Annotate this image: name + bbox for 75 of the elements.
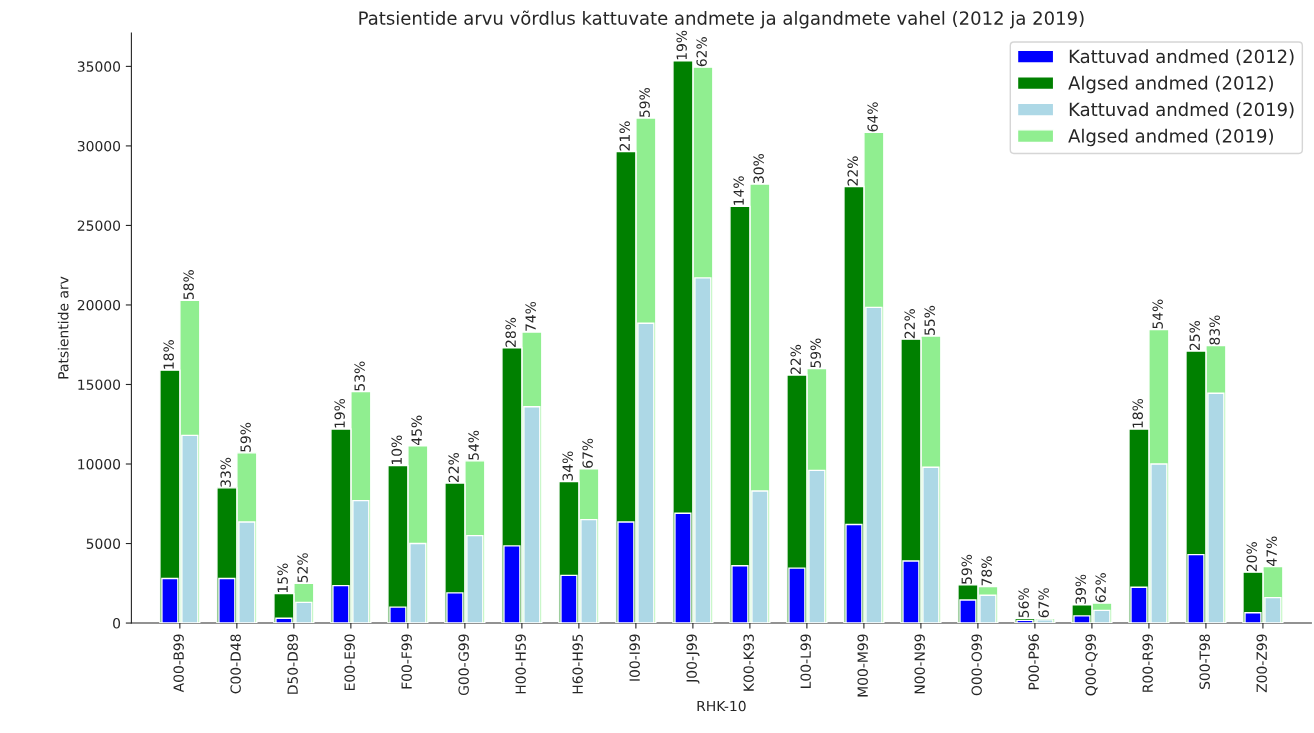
annotation: 53% — [354, 361, 365, 391]
x-tick-label: I00-I99 — [629, 634, 640, 681]
annotation: 56% — [1018, 588, 1029, 618]
annotation: 22% — [448, 452, 459, 483]
y-tick-label: 10000 — [78, 458, 121, 470]
annotation: 14% — [733, 176, 744, 205]
y-tick-label: 25000 — [77, 220, 121, 231]
y-tick-label: 15000 — [78, 379, 121, 390]
x-tick-label: K00-K93 — [743, 634, 754, 691]
x-tick-label: G00-G99 — [458, 634, 469, 696]
x-tick-label: H00-H59 — [515, 634, 526, 694]
annotation: 21% — [619, 121, 630, 151]
x-tick-label: C00-D48 — [230, 634, 241, 694]
annotation: 59% — [961, 554, 972, 584]
annotation: 78% — [981, 556, 992, 586]
annotation: 64% — [867, 102, 878, 132]
annotation: 22% — [790, 344, 801, 374]
annotation: 39% — [1075, 574, 1086, 604]
x-axis-title: RHK-10 — [697, 700, 746, 712]
x-tick-label: N00-N99 — [914, 634, 925, 694]
annotation: 83% — [1209, 315, 1220, 345]
annotation: 22% — [847, 156, 858, 186]
annotation: 59% — [240, 422, 251, 452]
annotation: 19% — [334, 398, 345, 428]
annotation: 52% — [297, 553, 308, 583]
annotation: 54% — [468, 430, 479, 460]
x-tick-label: D50-D89 — [287, 634, 298, 694]
annotation: 67% — [1038, 588, 1049, 618]
x-tick-label: F00-F99 — [401, 634, 412, 689]
annotation: 19% — [676, 30, 687, 60]
x-tick-label: A00-B99 — [173, 634, 184, 693]
annotation: 47% — [1266, 536, 1277, 566]
x-tick-label: J00-J99 — [686, 634, 700, 684]
annotation: 59% — [639, 87, 650, 117]
y-tick-label: 30000 — [77, 140, 121, 152]
chart-title: Patsientide arvu võrdlus kattuvate andmete ja algandmete vahel (2012 ja 2019) — [359, 10, 1084, 29]
legend-label: Algsed andmed (2019) — [1068, 128, 1273, 147]
y-tick-label: 20000 — [77, 299, 121, 311]
legend-label: Kattuvad andmed (2019) — [1069, 102, 1294, 119]
annotation: 58% — [183, 270, 194, 300]
y-tick-label: 0 — [113, 618, 121, 629]
x-tick-label: R00-R99 — [1142, 634, 1153, 692]
legend-label: Kattuvad andmed (2012) — [1069, 49, 1294, 66]
y-axis-title: Patsientide arv — [57, 276, 69, 379]
annotation: 18% — [163, 340, 174, 369]
annotation: 55% — [924, 305, 935, 335]
annotation: 34% — [562, 451, 573, 481]
x-tick-label: O00-O99 — [971, 634, 982, 696]
annotation: 62% — [1095, 573, 1106, 603]
x-tick-label: Z00-Z99 — [1256, 634, 1267, 693]
annotation: 62% — [696, 37, 707, 67]
y-tick-label: 35000 — [77, 61, 121, 72]
x-tick-label: S00-T98 — [1199, 634, 1210, 689]
x-tick-label: M00-M99 — [857, 634, 868, 697]
annotation: 45% — [411, 415, 422, 446]
x-tick-label: Q00-Q99 — [1085, 634, 1098, 696]
annotation: 33% — [220, 457, 231, 487]
annotation: 30% — [753, 153, 764, 184]
y-tick-label: 5000 — [86, 538, 121, 549]
annotation: 67% — [582, 438, 593, 468]
annotation: 25% — [1189, 320, 1200, 351]
annotation: 20% — [1246, 542, 1257, 572]
annotation: 54% — [1152, 299, 1163, 329]
x-tick-label: P00-P96 — [1028, 634, 1039, 690]
annotation: 28% — [505, 317, 516, 347]
annotation: 59% — [810, 338, 821, 368]
x-tick-label: H60-H95 — [572, 634, 583, 694]
annotation: 15% — [277, 563, 288, 593]
annotation: 10% — [391, 435, 402, 465]
annotation: 22% — [904, 309, 915, 339]
x-tick-label: E00-E90 — [344, 634, 355, 691]
annotation: 74% — [525, 301, 536, 331]
annotation: 18% — [1132, 398, 1143, 428]
legend-label: Algsed andmed (2012) — [1068, 75, 1273, 94]
x-tick-label: L00-L99 — [800, 634, 811, 688]
